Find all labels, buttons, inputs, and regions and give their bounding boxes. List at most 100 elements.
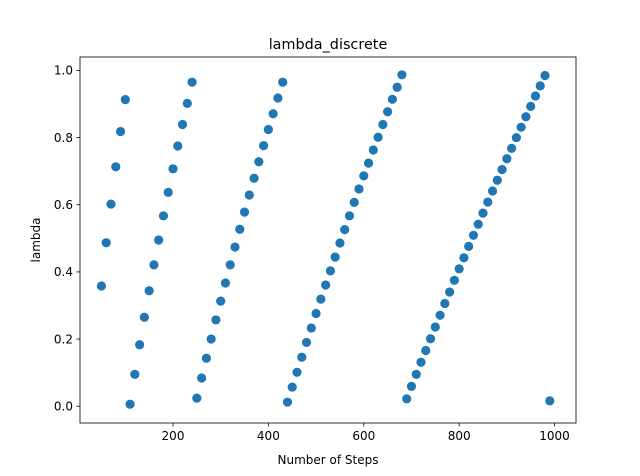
data-point bbox=[492, 175, 502, 185]
data-point bbox=[387, 94, 397, 104]
x-axis-title: Number of Steps bbox=[278, 453, 379, 467]
data-point bbox=[540, 70, 550, 81]
data-point bbox=[416, 357, 426, 367]
data-point bbox=[516, 122, 526, 132]
y-tick-label: 0.8 bbox=[54, 131, 73, 145]
data-point bbox=[297, 352, 307, 362]
data-point bbox=[125, 399, 135, 409]
data-point bbox=[235, 224, 245, 234]
data-point bbox=[507, 143, 517, 153]
data-point bbox=[330, 252, 340, 262]
data-point bbox=[263, 124, 273, 135]
data-point bbox=[487, 186, 498, 196]
data-point bbox=[144, 286, 154, 296]
data-point bbox=[106, 199, 116, 209]
data-point bbox=[402, 394, 412, 404]
data-point bbox=[244, 190, 254, 200]
data-point bbox=[268, 109, 278, 119]
data-point bbox=[158, 211, 169, 221]
data-point bbox=[449, 275, 459, 285]
data-point bbox=[344, 211, 355, 221]
data-point bbox=[225, 260, 235, 270]
data-point bbox=[96, 281, 107, 291]
data-point bbox=[478, 208, 488, 218]
x-tick-label: 1000 bbox=[539, 429, 570, 443]
x-tick-label: 200 bbox=[162, 429, 185, 443]
data-point bbox=[216, 296, 226, 306]
data-point bbox=[435, 310, 445, 320]
data-point bbox=[354, 184, 364, 194]
data-point bbox=[454, 264, 464, 274]
data-point bbox=[511, 132, 521, 143]
data-point bbox=[335, 238, 345, 248]
data-point bbox=[163, 187, 173, 197]
data-point bbox=[282, 397, 293, 407]
data-point bbox=[130, 369, 140, 379]
data-point bbox=[120, 95, 130, 105]
data-point bbox=[392, 82, 402, 92]
y-tick-label: 0.2 bbox=[54, 332, 73, 346]
data-point bbox=[526, 101, 536, 111]
plot-frame bbox=[79, 56, 577, 424]
data-point bbox=[406, 381, 417, 391]
data-point bbox=[287, 382, 297, 392]
y-axis-title: lambda bbox=[29, 218, 43, 263]
data-point bbox=[445, 287, 455, 297]
x-tick-label: 600 bbox=[352, 429, 375, 443]
data-point bbox=[440, 298, 450, 309]
data-point bbox=[230, 242, 240, 252]
data-point bbox=[378, 119, 388, 130]
data-point bbox=[154, 235, 164, 245]
data-point bbox=[430, 322, 440, 332]
data-point bbox=[359, 171, 369, 181]
data-point bbox=[220, 278, 231, 288]
data-point bbox=[373, 132, 383, 142]
data-point bbox=[316, 294, 326, 304]
data-point bbox=[306, 323, 316, 333]
data-point bbox=[325, 266, 335, 276]
data-point bbox=[173, 141, 183, 151]
data-point bbox=[368, 145, 378, 155]
data-point bbox=[464, 241, 474, 251]
data-point bbox=[397, 70, 407, 80]
data-point bbox=[135, 340, 145, 350]
data-point bbox=[201, 353, 211, 363]
data-point bbox=[483, 197, 493, 207]
data-point bbox=[363, 158, 374, 168]
data-point bbox=[177, 119, 188, 130]
data-point bbox=[383, 107, 393, 117]
data-point bbox=[111, 162, 121, 172]
data-point bbox=[521, 112, 531, 122]
x-tick-label: 800 bbox=[448, 429, 471, 443]
data-point bbox=[421, 345, 431, 356]
data-point bbox=[545, 396, 555, 406]
data-points bbox=[96, 70, 555, 409]
data-point bbox=[211, 315, 221, 325]
data-point bbox=[497, 164, 507, 175]
data-point bbox=[273, 93, 283, 103]
data-point bbox=[502, 154, 512, 164]
data-point bbox=[468, 230, 479, 240]
y-tick-label: 0.6 bbox=[54, 198, 73, 212]
data-point bbox=[115, 126, 126, 137]
data-point bbox=[197, 373, 207, 383]
data-point bbox=[192, 393, 202, 403]
data-point bbox=[473, 219, 483, 229]
y-tick-label: 1.0 bbox=[54, 64, 73, 78]
data-point bbox=[278, 77, 288, 87]
x-tick-label: 400 bbox=[257, 429, 280, 443]
data-point bbox=[139, 312, 149, 322]
data-point bbox=[239, 207, 250, 217]
data-point bbox=[101, 238, 111, 248]
data-point bbox=[187, 77, 197, 87]
y-tick-label: 0.0 bbox=[54, 400, 73, 414]
data-point bbox=[530, 91, 541, 101]
chart-title: lambda_discrete bbox=[269, 37, 388, 53]
data-point bbox=[349, 197, 359, 207]
data-point bbox=[311, 308, 321, 319]
data-point bbox=[340, 224, 350, 235]
data-point bbox=[206, 334, 216, 344]
data-point bbox=[535, 81, 545, 91]
